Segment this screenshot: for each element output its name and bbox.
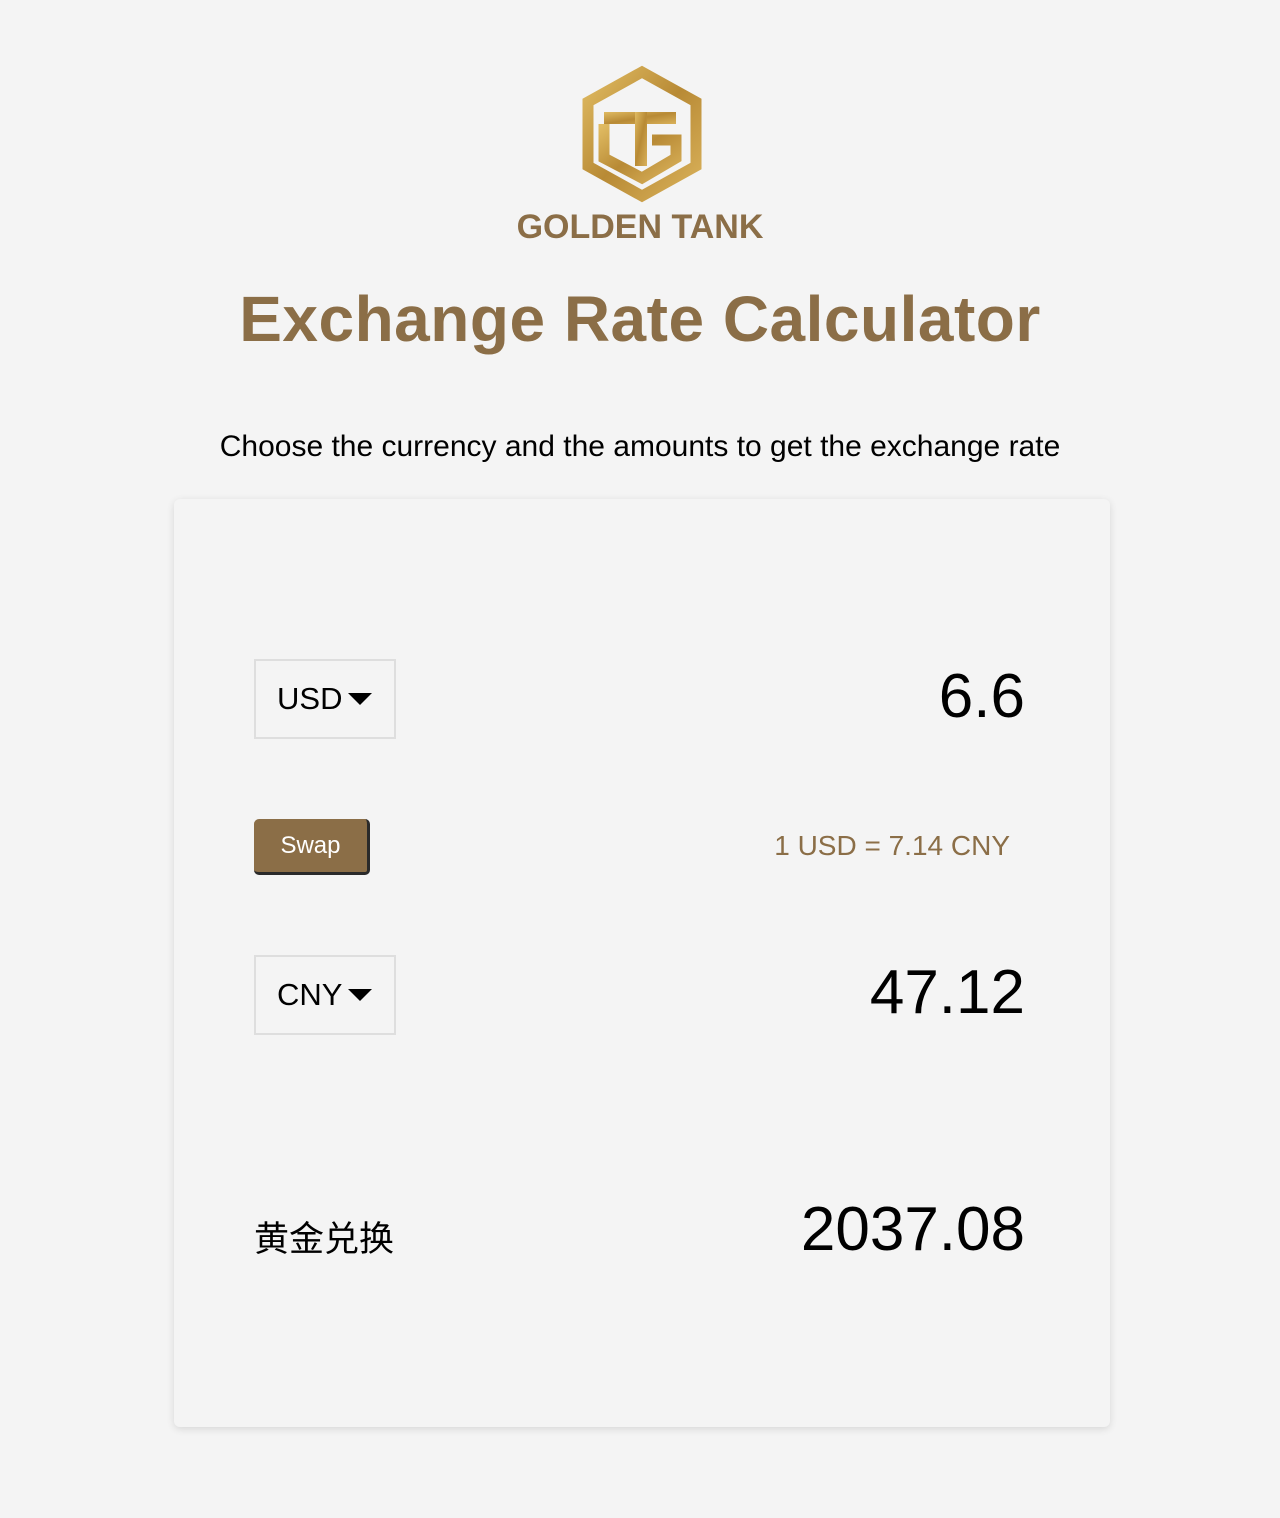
gold-exchange-label: 黄金兑换 xyxy=(254,1220,395,1260)
chevron-down-icon xyxy=(348,989,373,1001)
brand-logo: GOLDEN TANK xyxy=(480,62,800,247)
brand-name: GOLDEN TANK xyxy=(517,208,764,246)
to-currency-code: CNY xyxy=(277,977,343,1012)
from-currency-code: USD xyxy=(277,681,343,716)
to-amount-input[interactable]: 47.12 xyxy=(869,958,1025,1027)
from-currency-select[interactable]: USD xyxy=(254,659,396,739)
page-subtitle: Choose the currency and the amounts to g… xyxy=(219,430,1061,463)
exchange-rate-text: 1 USD = 7.14 CNY xyxy=(774,830,1010,861)
gold-exchange-value: 2037.08 xyxy=(800,1195,1025,1264)
chevron-down-icon xyxy=(348,693,373,705)
page-title: Exchange Rate Calculator xyxy=(239,283,1041,355)
to-currency-select[interactable]: CNY xyxy=(254,955,396,1035)
calculator-card: USD 6.6 Swap 1 USD = 7.14 CNY CNY 47.12 … xyxy=(174,499,1110,1427)
swap-button[interactable]: Swap xyxy=(254,819,370,875)
from-amount-input[interactable]: 6.6 xyxy=(938,662,1025,731)
